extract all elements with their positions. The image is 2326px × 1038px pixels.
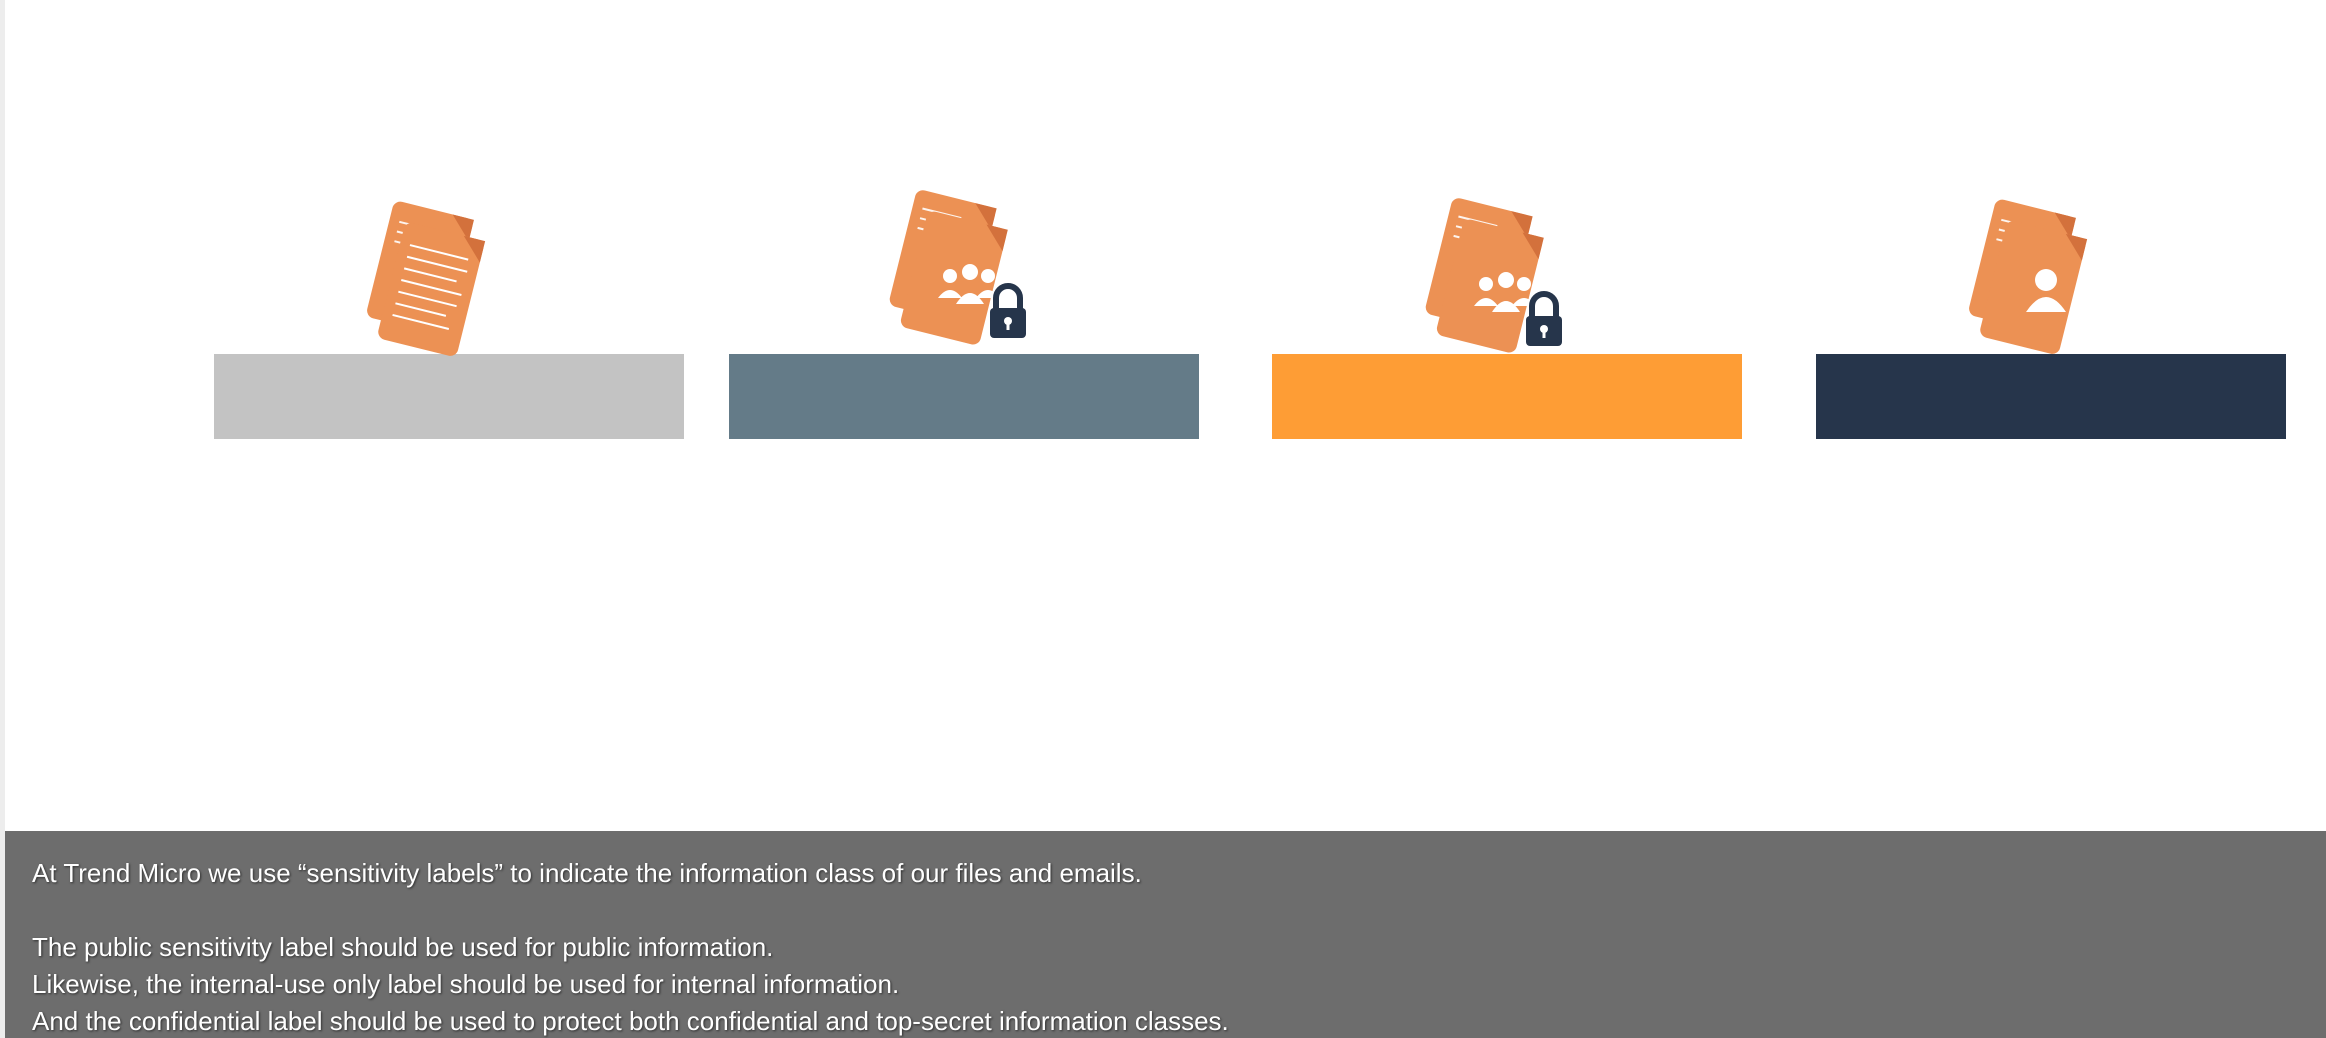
- confidential-label-bar: [1272, 354, 1742, 439]
- internal-label-bar: [729, 354, 1199, 439]
- caption-line-3: Likewise, the internal-use only label sh…: [32, 969, 900, 999]
- caption-line-2: The public sensitivity label should be u…: [32, 932, 774, 962]
- caption-line-1: At Trend Micro we use “sensitivity label…: [32, 858, 1142, 888]
- internal-label-card: [729, 354, 1199, 439]
- left-border: [0, 0, 5, 1038]
- caption-line-4: And the confidential label should be use…: [32, 1006, 1229, 1036]
- document-group-lock-icon: [889, 190, 1026, 345]
- lock-icon: [990, 283, 1026, 338]
- public-label-bar: [214, 354, 684, 439]
- document-group-lock-icon: [1425, 198, 1562, 353]
- top-secret-label-bar: [1816, 354, 2286, 439]
- caption-panel: At Trend Micro we use “sensitivity label…: [5, 831, 2326, 1038]
- people-icon: [938, 264, 1000, 304]
- confidential-label-card: [1272, 354, 1742, 439]
- lock-icon: [1526, 291, 1562, 346]
- document-stack-icon: [367, 201, 486, 356]
- top-secret-label-card: [1816, 354, 2286, 439]
- document-person-icon: [1969, 199, 2088, 354]
- person-icon: [2026, 269, 2066, 312]
- people-icon: [1474, 272, 1536, 312]
- public-label-card: [214, 354, 684, 439]
